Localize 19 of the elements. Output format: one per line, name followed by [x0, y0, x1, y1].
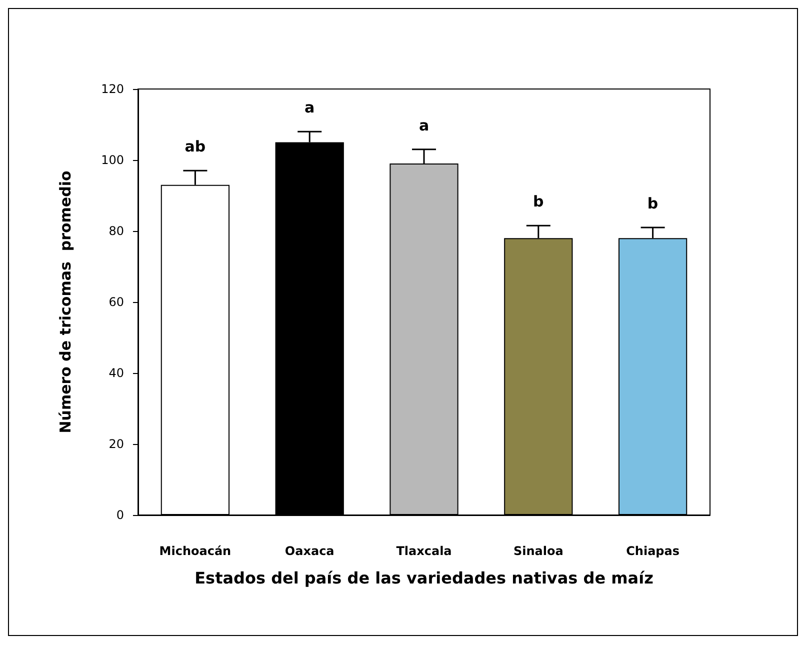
y-tick-label: 100: [101, 153, 124, 167]
x-axis-title: Estados del país de las variedades nativas de maíz: [194, 568, 654, 588]
y-tick-label: 80: [108, 224, 124, 238]
x-tick-label: Chiapas: [626, 544, 680, 558]
x-tick-label: Sinaloa: [513, 544, 564, 558]
y-tick-label: 20: [108, 437, 124, 451]
y-tick-label: 40: [108, 366, 124, 380]
y-tick-label: 0: [116, 508, 124, 522]
y-tick-label: 120: [101, 82, 124, 96]
annotation: b: [533, 192, 544, 211]
y-axis-title: Número de tricomas promedio: [56, 170, 74, 434]
y-tick-label: 60: [108, 295, 124, 309]
annotation: ab: [184, 138, 206, 156]
x-tick-label: Tlaxcala: [396, 544, 452, 558]
annotation: a: [304, 98, 315, 117]
x-tick-label: Michoacán: [159, 544, 232, 558]
x-tick-label: Oaxaca: [284, 544, 334, 558]
annotation: a: [418, 116, 430, 134]
annotation: b: [647, 194, 658, 212]
